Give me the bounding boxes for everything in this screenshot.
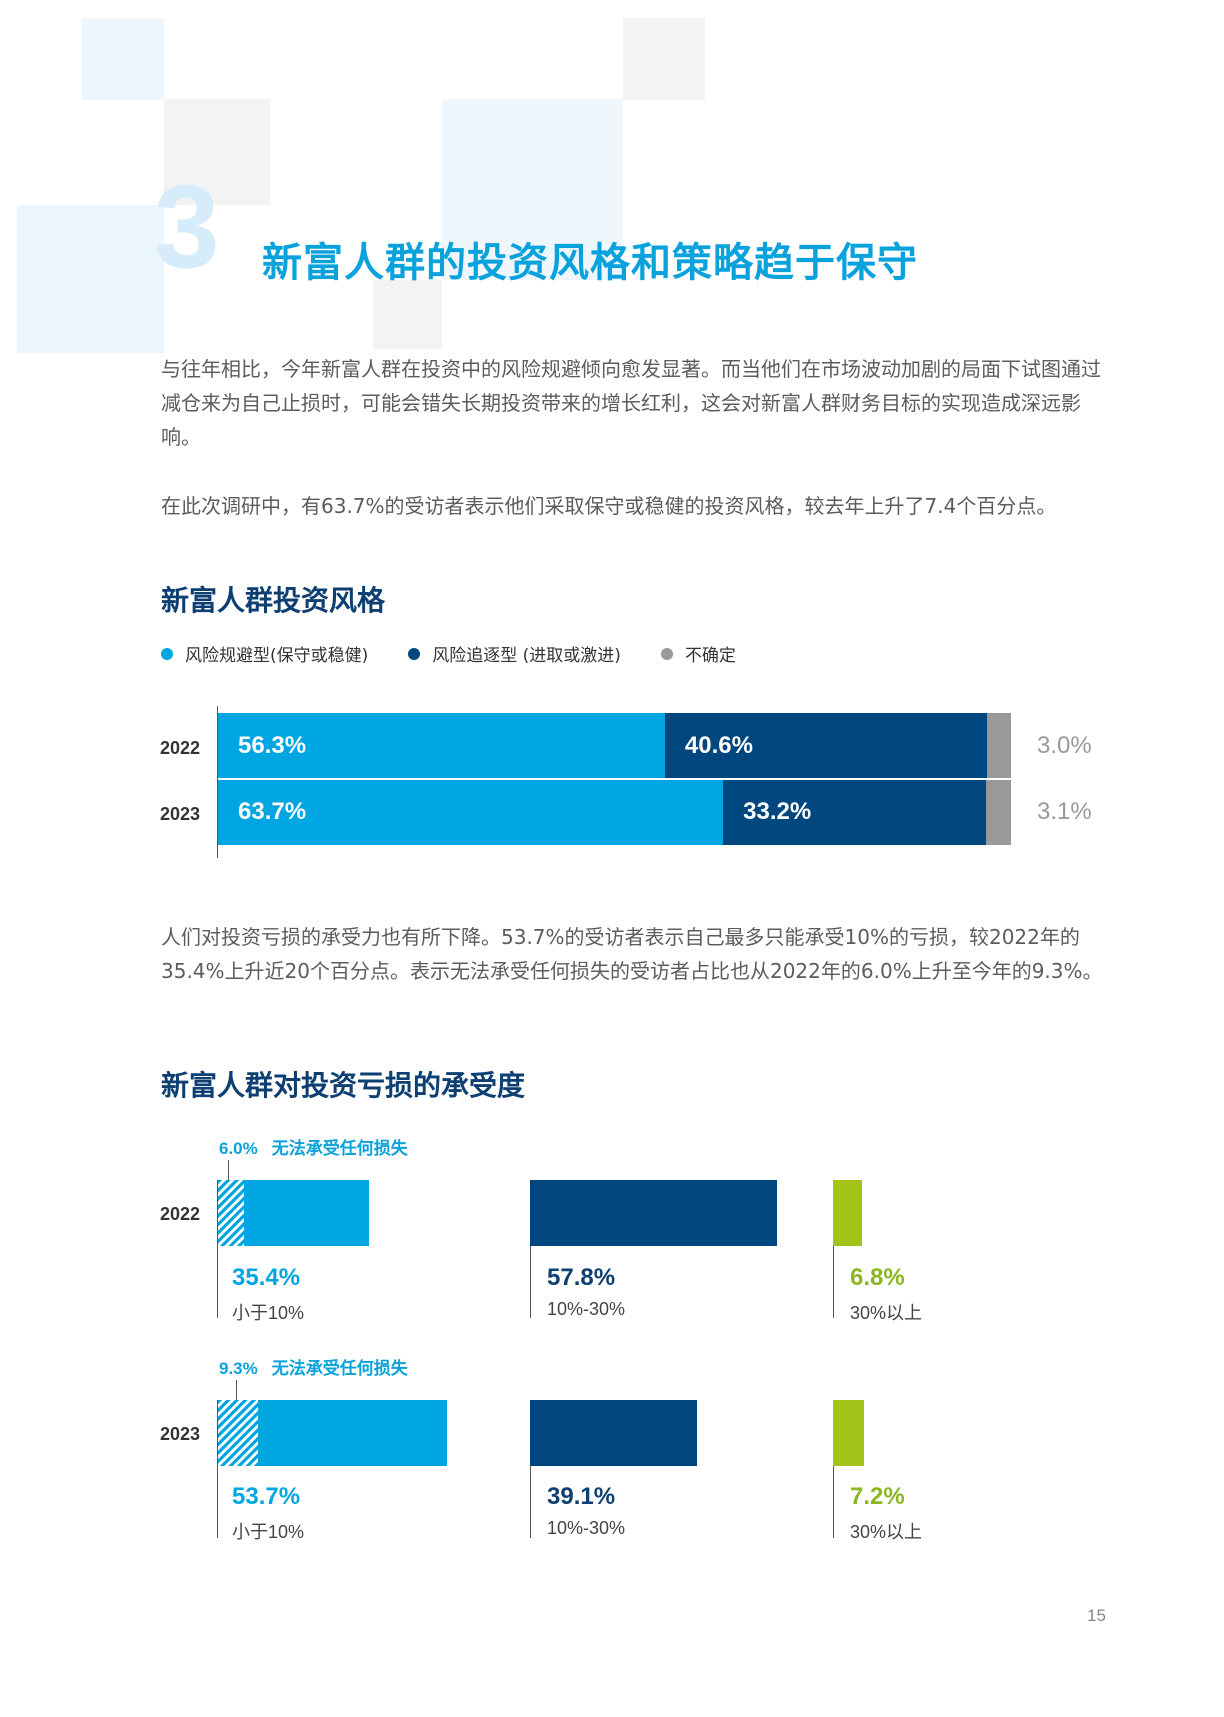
- no-loss-callout-2022: 6.0% 无法承受任何损失: [219, 1134, 408, 1159]
- range-2023-high: 30%以上: [850, 1522, 923, 1542]
- style-bar-label-2023-seeking: 33.2%: [743, 798, 812, 825]
- style-year-2022: 2022: [160, 738, 201, 758]
- intro-paragraph-2: 在此次调研中，有63.7%的受访者表示他们采取保守或稳健的投资风格，较去年上升了…: [161, 494, 1057, 518]
- pct-2022-mid: 57.8%: [547, 1264, 616, 1291]
- bar-baseline: [530, 1180, 531, 1318]
- style-bar-label-2022-seeking: 40.6%: [684, 732, 753, 759]
- bar-baseline: [833, 1180, 834, 1318]
- decor-square: [17, 205, 164, 353]
- no-loss-label-2022: 无法承受任何损失: [271, 1139, 408, 1159]
- legend-item-averse: 风险规避型(保守或稳健): [161, 641, 368, 666]
- tolerance-bar-2022-high: [833, 1180, 863, 1246]
- no-loss-leader-2022: [228, 1160, 229, 1180]
- style-bar-2023-averse: 63.7%: [218, 779, 724, 845]
- page-number: 15: [1087, 1606, 1106, 1625]
- pct-2022-low: 35.4%: [232, 1264, 301, 1291]
- decor-square: [442, 99, 623, 280]
- legend-swatch-averse: [161, 647, 173, 660]
- range-2022-mid: 10%-30%: [547, 1299, 626, 1319]
- style-uncertain-label-2022: 3.0%: [1037, 732, 1092, 759]
- range-2023-low: 小于10%: [232, 1522, 305, 1542]
- no-loss-bar-2022: [218, 1180, 244, 1246]
- style-bar-label-2022-averse: 56.3%: [238, 732, 307, 759]
- style-year-2023: 2023: [160, 804, 201, 824]
- legend-label-averse: 风险规避型(保守或稳健): [185, 646, 369, 666]
- legend-swatch-uncertain: [660, 647, 673, 660]
- pct-2023-low: 53.7%: [232, 1483, 301, 1510]
- decor-square: [164, 99, 270, 205]
- chapter-number: 3: [154, 161, 220, 293]
- style-bar-2022-uncertain: [987, 713, 1011, 779]
- no-loss-bar-2023: [218, 1400, 258, 1466]
- legend-item-uncertain: 不确定: [660, 641, 736, 666]
- range-2022-high: 30%以上: [850, 1303, 923, 1323]
- legend-swatch-seeking: [408, 647, 421, 660]
- style-uncertain-label-2023: 3.1%: [1037, 798, 1092, 825]
- style-chart-title: 新富人群投资风格: [161, 584, 386, 617]
- no-loss-callout-2023: 9.3% 无法承受任何损失: [219, 1354, 408, 1379]
- decor-square: [373, 280, 442, 349]
- pct-2022-high: 6.8%: [850, 1264, 905, 1291]
- style-bar-label-2023-averse: 63.7%: [238, 798, 307, 825]
- chapter-title: 新富人群的投资风格和策略趋于保守: [262, 240, 918, 286]
- middle-paragraph: 人们对投资亏损的承受力也有所下降。53.7%的受访者表示自己最多只能承受10%的…: [161, 925, 1103, 983]
- style-bar-2022-averse: 56.3%: [218, 713, 665, 779]
- legend-label-seeking: 风险追逐型 (进取或激进): [432, 646, 621, 666]
- legend-item-seeking: 风险追逐型 (进取或激进): [408, 641, 621, 666]
- bar-baseline: [530, 1400, 531, 1538]
- style-bar-divider: [218, 778, 1011, 780]
- no-loss-pct-2022: 6.0%: [219, 1139, 258, 1158]
- style-chart-axis: [217, 706, 218, 858]
- tolerance-bar-2023-mid: [530, 1400, 697, 1466]
- no-loss-pct-2023: 9.3%: [219, 1359, 258, 1378]
- no-loss-leader-2023: [236, 1380, 237, 1400]
- bar-baseline: [217, 1180, 218, 1318]
- style-bar-2023-uncertain: [986, 779, 1011, 845]
- pct-2023-mid: 39.1%: [547, 1483, 616, 1510]
- decor-square: [82, 18, 164, 100]
- range-2023-mid: 10%-30%: [547, 1518, 626, 1538]
- style-bar-2022-seeking: 40.6%: [664, 713, 988, 779]
- decor-square: [623, 18, 705, 100]
- pct-2023-high: 7.2%: [850, 1483, 905, 1510]
- bar-baseline: [217, 1400, 218, 1538]
- intro-paragraph-1: 与往年相比，今年新富人群在投资中的风险规避倾向愈发显著。而当他们在市场波动加剧的…: [161, 357, 1101, 449]
- tolerance-bar-2022-mid: [530, 1180, 777, 1246]
- tolerance-year-2022: 2022: [160, 1204, 201, 1224]
- style-bar-2023-seeking: 33.2%: [723, 779, 987, 845]
- style-chart-legend: 风险规避型(保守或稳健) 风险追逐型 (进取或激进) 不确定: [161, 641, 776, 666]
- no-loss-label-2023: 无法承受任何损失: [271, 1359, 408, 1379]
- legend-label-uncertain: 不确定: [684, 646, 736, 666]
- range-2022-low: 小于10%: [232, 1303, 305, 1323]
- bar-baseline: [833, 1400, 834, 1538]
- tolerance-bar-2023-high: [833, 1400, 864, 1466]
- tolerance-chart-title: 新富人群对投资亏损的承受度: [161, 1069, 526, 1102]
- tolerance-year-2023: 2023: [160, 1424, 201, 1444]
